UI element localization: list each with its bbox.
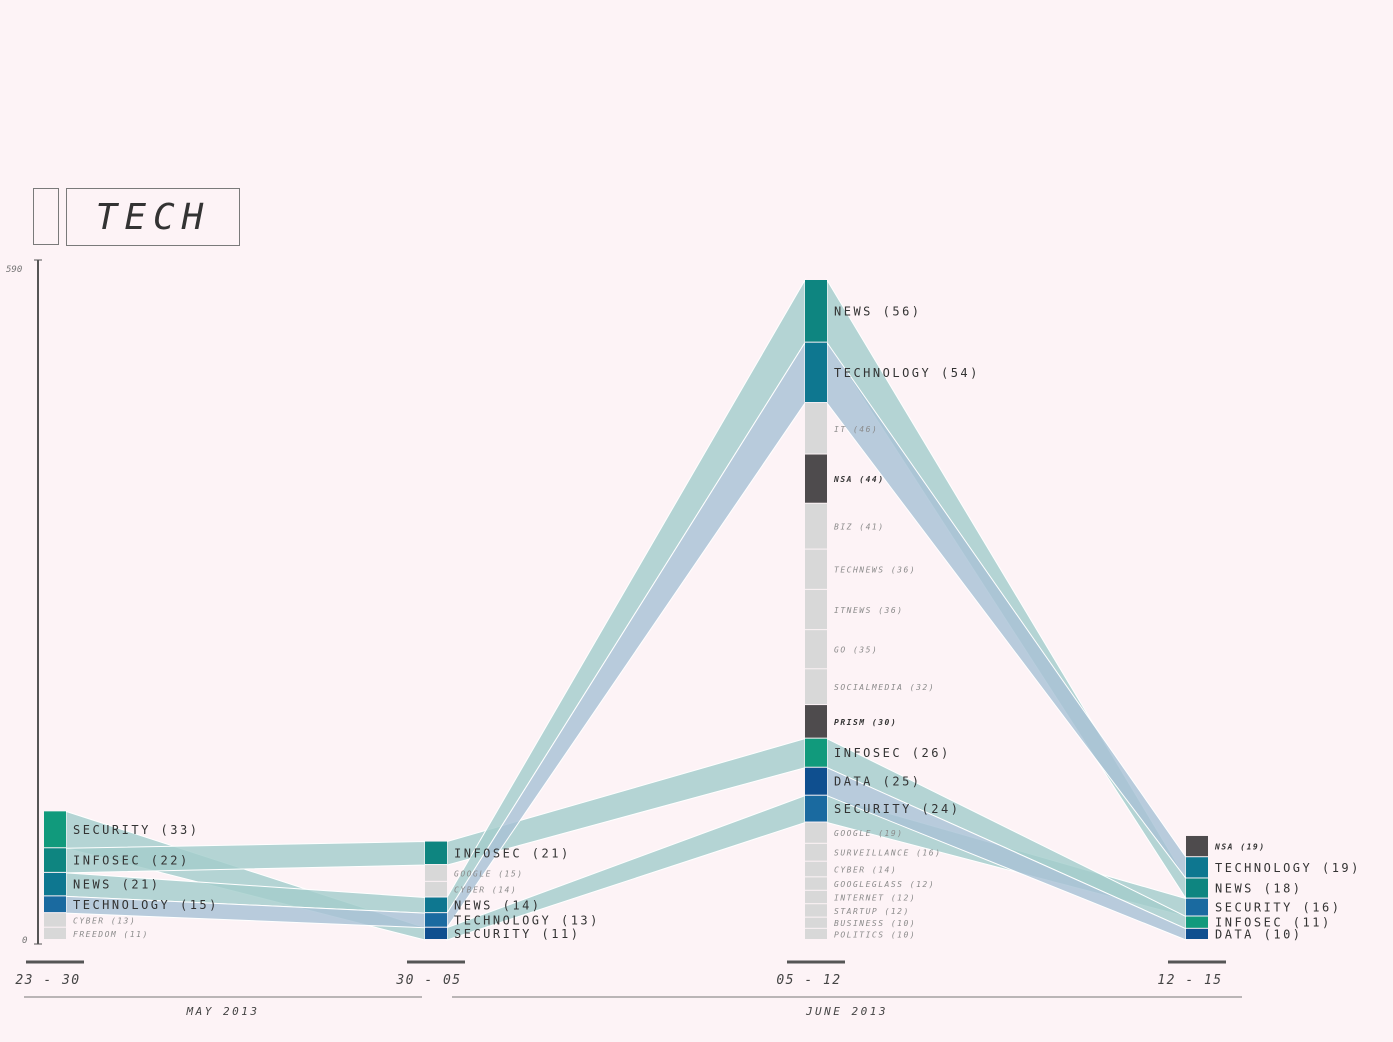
bar-05-12-politics bbox=[805, 928, 827, 939]
tag-label-05-12-technews: TECHNEWS (36) bbox=[834, 566, 916, 575]
bar-30-05-security bbox=[425, 927, 447, 939]
bar-05-12-news bbox=[805, 280, 827, 342]
tag-label-23-30-technology: TECHNOLOGY (15) bbox=[73, 898, 219, 912]
tag-label-05-12-socialmedia: SOCIALMEDIA (32) bbox=[834, 683, 935, 692]
bar-05-12-startup bbox=[805, 904, 827, 917]
tag-label-12-15-technology: TECHNOLOGY (19) bbox=[1215, 861, 1361, 875]
tag-label-23-30-freedom: FREEDOM (11) bbox=[73, 930, 149, 939]
bar-23-30-security bbox=[44, 811, 66, 848]
tag-label-05-12-business: BUSINESS (10) bbox=[834, 919, 916, 928]
bar-05-12-biz bbox=[805, 503, 827, 549]
bar-30-05-cyber bbox=[425, 881, 447, 897]
tag-label-23-30-news: NEWS (21) bbox=[73, 878, 161, 892]
tag-label-23-30-cyber: CYBER (13) bbox=[73, 916, 136, 925]
bar-30-05-infosec bbox=[425, 841, 447, 865]
tag-label-05-12-cyber: CYBER (14) bbox=[834, 866, 897, 875]
bar-12-15-security bbox=[1186, 898, 1208, 916]
bar-05-12-internet bbox=[805, 890, 827, 904]
bar-05-12-prism bbox=[805, 705, 827, 738]
tag-label-30-05-security: SECURITY (11) bbox=[454, 927, 580, 941]
bar-05-12-google bbox=[805, 822, 827, 843]
bar-05-12-business bbox=[805, 917, 827, 928]
bar-23-30-infosec bbox=[44, 848, 66, 872]
bar-12-15-infosec bbox=[1186, 916, 1208, 928]
bar-23-30-news bbox=[44, 872, 66, 896]
tag-label-05-12-biz: BIZ (41) bbox=[834, 523, 885, 532]
tag-label-30-05-cyber: CYBER (14) bbox=[454, 886, 517, 895]
tag-label-30-05-google: GOOGLE (15) bbox=[454, 869, 523, 878]
axis-layer: 23 - 30 30 - 05 05 - 12 12 - 15 590 0 MAY 2013… bbox=[6, 259, 1242, 1018]
bar-05-12-socialmedia bbox=[805, 669, 827, 705]
tag-label-23-30-infosec: INFOSEC (22) bbox=[73, 854, 190, 868]
tag-label-05-12-news: NEWS (56) bbox=[834, 304, 922, 318]
bar-05-12-googleglass bbox=[805, 877, 827, 890]
bar-12-15-technology bbox=[1186, 857, 1208, 878]
bar-30-05-google bbox=[425, 865, 447, 881]
tag-label-12-15-security: SECURITY (16) bbox=[1215, 901, 1341, 915]
period-label-12-15: 12 - 15 bbox=[1157, 973, 1222, 988]
period-label-30-05: 30 - 05 bbox=[395, 973, 461, 988]
tag-label-30-05-news: NEWS (14) bbox=[454, 898, 542, 912]
tag-label-05-12-prism: PRISM (30) bbox=[834, 718, 897, 727]
bar-23-30-cyber bbox=[44, 913, 66, 927]
period-label-05-12: 05 - 12 bbox=[776, 973, 841, 988]
tag-label-05-12-infosec: INFOSEC (26) bbox=[834, 746, 951, 760]
tag-label-05-12-internet: INTERNET (12) bbox=[834, 893, 916, 902]
tag-label-30-05-technology: TECHNOLOGY (13) bbox=[454, 913, 600, 927]
tag-label-05-12-it: IT (46) bbox=[834, 425, 878, 434]
y-axis-min-label: 0 bbox=[22, 936, 27, 946]
bar-05-12-it bbox=[805, 403, 827, 454]
bar-12-15-nsa bbox=[1186, 835, 1208, 857]
bar-05-12-security bbox=[805, 795, 827, 822]
bar-30-05-news bbox=[425, 897, 447, 913]
bar-05-12-cyber bbox=[805, 861, 827, 877]
tag-label-05-12-itnews: ITNEWS (36) bbox=[834, 606, 903, 615]
bar-05-12-technology bbox=[805, 342, 827, 403]
tag-label-12-15-data: DATA (10) bbox=[1215, 927, 1303, 941]
labels-layer: SECURITY (33) INFOSEC (22) NEWS (21) TECHNO… bbox=[73, 304, 1361, 941]
month-label-may-2013: MAY 2013 bbox=[186, 1005, 260, 1018]
title-box-accent bbox=[33, 188, 59, 245]
bar-05-12-infosec bbox=[805, 738, 827, 767]
bar-12-15-news bbox=[1186, 878, 1208, 898]
title-box: TECH bbox=[66, 188, 240, 246]
period-label-23-30: 23 - 30 bbox=[15, 973, 80, 988]
bar-05-12-surveillance bbox=[805, 843, 827, 861]
tag-label-05-12-go: GO (35) bbox=[834, 646, 878, 655]
tag-label-05-12-technology: TECHNOLOGY (54) bbox=[834, 366, 980, 380]
flows-layer bbox=[65, 278, 1187, 941]
bars-layer bbox=[44, 280, 1208, 939]
bar-05-12-data bbox=[805, 767, 827, 795]
tag-label-05-12-googleglass: GOOGLEGLASS (12) bbox=[834, 880, 935, 889]
tag-label-05-12-startup: STARTUP (12) bbox=[834, 907, 910, 916]
bar-23-30-freedom bbox=[44, 927, 66, 939]
bar-05-12-nsa bbox=[805, 454, 827, 503]
tag-label-05-12-security: SECURITY (24) bbox=[834, 802, 960, 816]
tag-label-12-15-nsa: NSA (19) bbox=[1214, 843, 1266, 852]
tag-label-05-12-politics: POLITICS (10) bbox=[834, 930, 916, 939]
tag-label-05-12-google: GOOGLE (19) bbox=[834, 829, 903, 838]
tag-label-12-15-news: NEWS (18) bbox=[1215, 882, 1303, 896]
y-axis-max-label: 590 bbox=[6, 265, 22, 275]
tag-label-05-12-nsa: NSA (44) bbox=[833, 475, 885, 484]
bar-23-30-technology bbox=[44, 896, 66, 913]
tag-label-23-30-security: SECURITY (33) bbox=[73, 823, 199, 837]
chart-title: TECH bbox=[95, 196, 211, 238]
bar-05-12-itnews bbox=[805, 589, 827, 630]
bar-30-05-technology bbox=[425, 913, 447, 927]
tag-label-05-12-surveillance: SURVEILLANCE (16) bbox=[834, 849, 941, 858]
bar-12-15-data bbox=[1186, 928, 1208, 939]
tag-label-12-15-infosec: INFOSEC (11) bbox=[1215, 916, 1332, 930]
tag-label-30-05-infosec: INFOSEC (21) bbox=[454, 846, 571, 860]
bar-05-12-go bbox=[805, 630, 827, 669]
bar-05-12-technews bbox=[805, 549, 827, 589]
month-label-june-2013: JUNE 2013 bbox=[805, 1005, 888, 1018]
tag-label-05-12-data: DATA (25) bbox=[834, 775, 922, 789]
